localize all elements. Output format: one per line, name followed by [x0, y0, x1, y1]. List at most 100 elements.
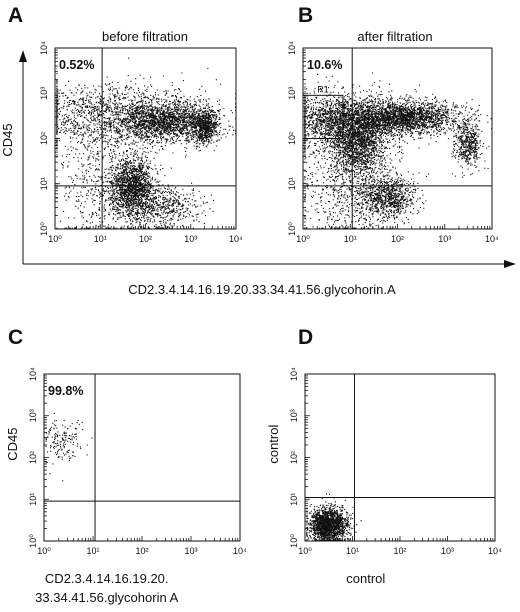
scatter-point: [123, 176, 125, 178]
scatter-point: [169, 106, 171, 108]
scatter-point: [200, 132, 202, 134]
scatter-point: [172, 95, 174, 97]
scatter-point: [210, 130, 212, 132]
scatter-point: [119, 209, 121, 211]
scatter-point: [141, 123, 143, 125]
scatter-point: [153, 116, 155, 118]
scatter-point: [146, 111, 148, 113]
scatter-point: [78, 110, 80, 112]
scatter-point: [116, 102, 118, 104]
scatter-point: [159, 112, 161, 114]
scatter-point: [177, 118, 179, 120]
scatter-point: [99, 98, 101, 100]
scatter-point: [148, 130, 150, 132]
scatter-point: [164, 115, 166, 117]
scatter-point: [62, 120, 64, 122]
scatter-point: [155, 107, 157, 109]
scatter-point: [154, 118, 156, 120]
scatter-point: [207, 120, 209, 122]
scatter-point: [122, 109, 124, 111]
scatter-point: [115, 112, 117, 114]
scatter-point: [136, 126, 138, 128]
scatter-point: [204, 108, 206, 110]
scatter-point: [191, 121, 193, 123]
scatter-point: [217, 135, 219, 137]
scatter-point: [143, 93, 145, 95]
scatter-point: [105, 102, 107, 104]
scatter-point: [141, 165, 143, 167]
scatter-point: [136, 145, 138, 147]
scatter-point: [132, 112, 134, 114]
scatter-point: [82, 133, 84, 135]
scatter-point: [179, 101, 181, 103]
scatter-point: [162, 127, 164, 129]
scatter-point: [201, 139, 203, 141]
scatter-point: [142, 92, 144, 94]
scatter-point: [68, 80, 70, 82]
scatter-point: [220, 83, 222, 85]
scatter-point: [92, 131, 94, 133]
scatter-point: [140, 124, 142, 126]
scatter-point: [183, 125, 185, 127]
scatter-point: [171, 120, 173, 122]
scatter-point: [144, 155, 146, 157]
scatter-point: [93, 104, 95, 106]
scatter-point: [136, 124, 138, 126]
scatter-point: [197, 110, 199, 112]
scatter-point: [77, 101, 79, 103]
scatter-point: [165, 121, 167, 123]
scatter-point: [134, 132, 136, 134]
scatter-point: [157, 94, 159, 96]
scatter-point: [115, 127, 117, 129]
scatter-point: [74, 128, 76, 130]
scatter-point: [143, 94, 145, 96]
scatter-point: [107, 126, 109, 128]
scatter-point: [212, 116, 214, 118]
scatter-point: [159, 132, 161, 134]
scatter-point: [129, 107, 131, 109]
scatter-point: [109, 87, 111, 89]
scatter-point: [116, 137, 118, 139]
scatter-point: [166, 133, 168, 135]
scatter-point: [74, 107, 76, 109]
scatter-point: [203, 130, 205, 132]
scatter-point: [144, 85, 146, 87]
scatter-point: [75, 137, 77, 139]
scatter-point: [152, 132, 154, 134]
scatter-point: [198, 121, 200, 123]
scatter-point: [162, 124, 164, 126]
scatter-point: [137, 101, 139, 103]
scatter-point: [140, 159, 142, 161]
scatter-point: [144, 120, 146, 122]
scatter-point: [207, 141, 209, 143]
scatter-point: [147, 186, 149, 188]
scatter-point: [205, 112, 207, 114]
scatter-point: [137, 124, 139, 126]
scatter-point: [144, 127, 146, 129]
scatter-point: [206, 137, 208, 139]
scatter-point: [134, 213, 136, 215]
scatter-point: [172, 112, 174, 114]
scatter-point: [171, 123, 173, 125]
scatter-point: [104, 155, 106, 157]
scatter-point: [122, 207, 124, 209]
scatter-point: [214, 122, 216, 124]
scatter-point: [158, 101, 160, 103]
scatter-point: [162, 136, 164, 138]
scatter-point: [172, 112, 174, 114]
scatter-point: [198, 114, 200, 116]
scatter-point: [152, 120, 154, 122]
scatter-point: [153, 125, 155, 127]
scatter-point: [60, 129, 62, 131]
scatter-point: [201, 120, 203, 122]
scatter-point: [199, 125, 201, 127]
scatter-point: [154, 118, 156, 120]
scatter-point: [199, 121, 201, 123]
scatter-point: [117, 141, 119, 143]
scatter-point: [150, 143, 152, 145]
scatter-point: [139, 100, 141, 102]
scatter-point: [104, 104, 106, 106]
scatter-point: [153, 123, 155, 125]
scatter-point: [167, 117, 169, 119]
scatter-point: [204, 117, 206, 119]
